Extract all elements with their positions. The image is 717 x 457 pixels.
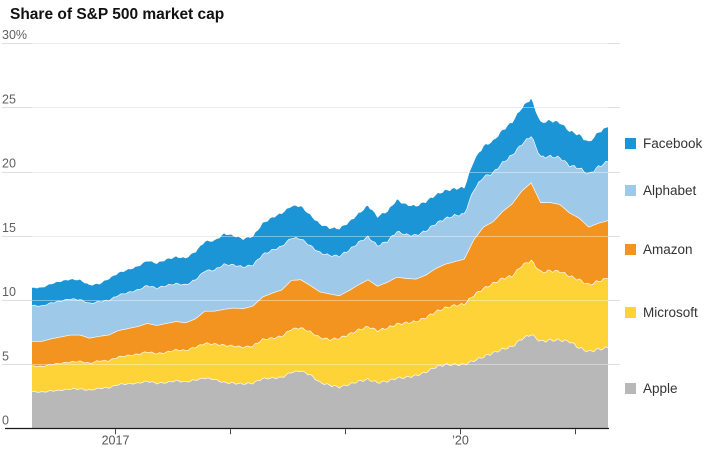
legend-label: Alphabet	[643, 183, 697, 199]
legend-item-facebook: Facebook	[625, 135, 702, 153]
area-amazon	[32, 182, 608, 367]
y-axis-label-15: 15	[2, 221, 16, 235]
x-tick-label-3: ’20	[452, 434, 469, 448]
legend-item-amazon: Amazon	[625, 240, 693, 258]
y-axis-label-10: 10	[2, 285, 16, 299]
area-facebook	[32, 97, 608, 306]
legend-label: Facebook	[643, 136, 703, 152]
area-series	[31, 96, 609, 429]
legend-swatch-facebook	[625, 138, 636, 150]
legend-label: Microsoft	[643, 305, 698, 321]
y-axis-label-30: 30%	[2, 28, 27, 42]
boundary-facebook	[31, 96, 609, 289]
gridlines-over	[32, 43, 608, 365]
legend-item-microsoft: Microsoft	[625, 304, 698, 322]
legend-swatch-amazon	[625, 243, 636, 255]
y-axis-label-20: 20	[2, 157, 16, 171]
area-microsoft	[32, 259, 608, 392]
chart-title: Share of S&P 500 market cap	[10, 6, 225, 23]
legend-swatch-microsoft	[625, 307, 636, 319]
legend-swatch-alphabet	[625, 185, 636, 197]
legend-label: Apple	[643, 380, 678, 396]
legend-swatch-apple	[625, 382, 636, 394]
legend-label: Amazon	[643, 241, 693, 257]
area-alphabet	[32, 136, 608, 342]
y-axis-label-25: 25	[2, 92, 16, 106]
x-tick-label-0: 2017	[102, 434, 130, 448]
y-axis-label-0: 0	[2, 414, 9, 428]
y-axis-label-5: 5	[2, 349, 9, 363]
legend-item-alphabet: Alphabet	[625, 182, 696, 200]
legend-item-apple: Apple	[625, 379, 678, 397]
